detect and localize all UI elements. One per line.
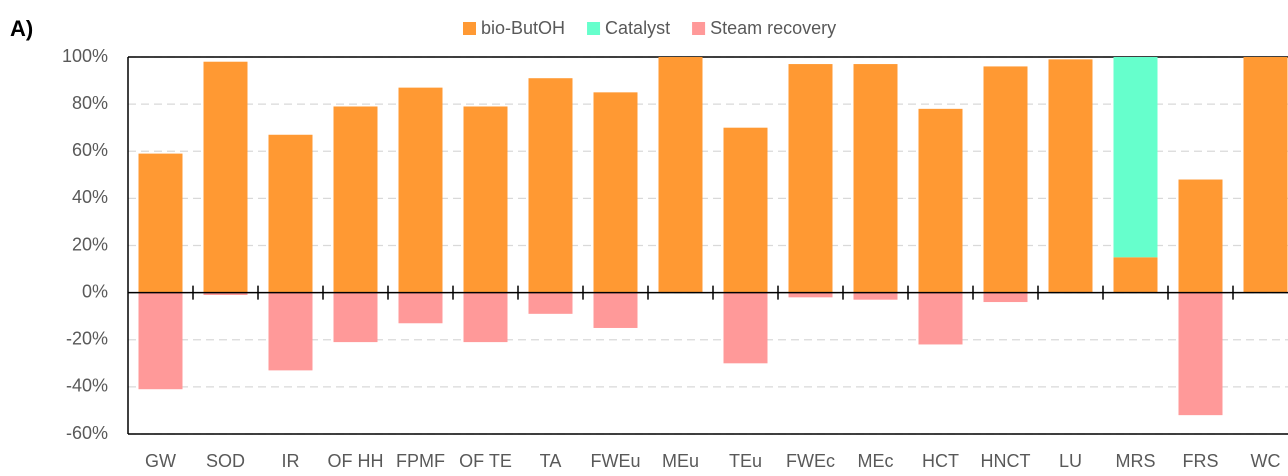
y-tick-label: 60% (72, 140, 108, 160)
bar (268, 134, 313, 293)
y-tick-label: 20% (72, 234, 108, 254)
x-tick-label: HNCT (981, 451, 1031, 471)
x-tick-label: SOD (206, 451, 245, 471)
x-tick-label: FWEc (786, 451, 835, 471)
bar (723, 292, 768, 364)
bar (983, 66, 1028, 293)
bar (528, 78, 573, 293)
legend-label: bio-ButOH (481, 18, 565, 38)
bar (918, 108, 963, 293)
bar (983, 292, 1028, 303)
bar (528, 292, 573, 314)
bar (788, 292, 833, 298)
bar (593, 92, 638, 293)
y-tick-label: 0% (82, 281, 108, 301)
x-tick-label: FPMF (396, 451, 445, 471)
bar (1113, 257, 1158, 293)
bar (398, 87, 443, 293)
panel-label: A) (10, 16, 33, 41)
y-tick-label: -60% (66, 423, 108, 443)
bar (853, 64, 898, 293)
x-tick-label: MEu (662, 451, 699, 471)
bar (1178, 179, 1223, 293)
bar (1048, 59, 1093, 293)
legend-label: Steam recovery (710, 18, 836, 38)
bar (723, 127, 768, 293)
bar (463, 292, 508, 343)
x-tick-label: WC (1251, 451, 1281, 471)
x-tick-label: TEu (729, 451, 762, 471)
bar (398, 292, 443, 324)
bar (1113, 57, 1158, 258)
x-tick-label: LU (1059, 451, 1082, 471)
bar (463, 106, 508, 293)
x-tick-label: FRS (1183, 451, 1219, 471)
bar (333, 292, 378, 343)
y-tick-label: 100% (62, 46, 108, 66)
x-tick-label: OF TE (459, 451, 512, 471)
legend-swatch (692, 22, 706, 35)
y-tick-label: 40% (72, 187, 108, 207)
legend-label: Catalyst (605, 18, 670, 38)
y-tick-label: -40% (66, 376, 108, 396)
bar (203, 292, 248, 295)
bar (658, 57, 703, 293)
bar (138, 292, 183, 390)
x-tick-label: MRS (1116, 451, 1156, 471)
bar (333, 106, 378, 293)
bar (268, 292, 313, 371)
y-tick-label: 80% (72, 93, 108, 113)
bar (1243, 57, 1288, 293)
x-tick-label: FWEu (590, 451, 640, 471)
bar (788, 64, 833, 293)
legend-swatch (587, 22, 601, 35)
bar (593, 292, 638, 328)
bar (918, 292, 963, 345)
legend-swatch (463, 22, 476, 35)
bar (853, 292, 898, 300)
x-tick-label: IR (282, 451, 300, 471)
bar (203, 61, 248, 293)
x-tick-label: MEc (858, 451, 894, 471)
x-tick-label: OF HH (328, 451, 384, 471)
bar (1178, 292, 1223, 416)
bar (138, 153, 183, 293)
x-tick-label: GW (145, 451, 176, 471)
y-tick-label: -20% (66, 329, 108, 349)
x-tick-label: HCT (922, 451, 959, 471)
x-tick-label: TA (540, 451, 562, 471)
